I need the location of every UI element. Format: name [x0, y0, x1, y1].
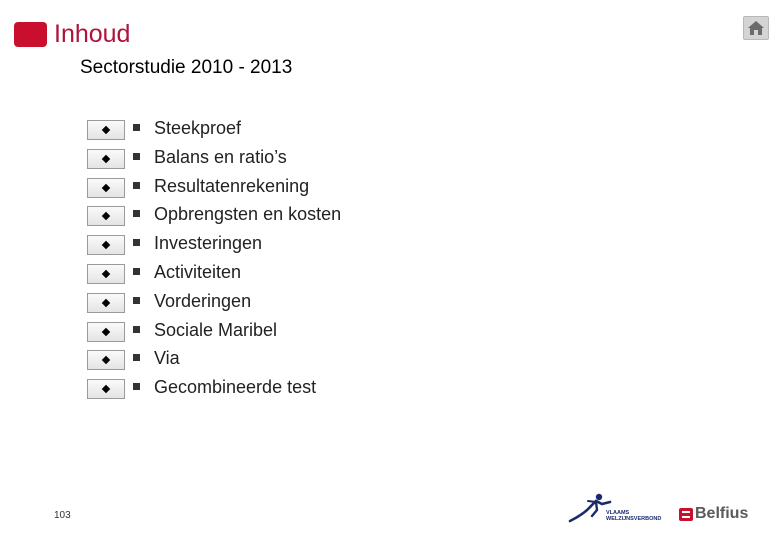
diamond-icon — [101, 154, 111, 164]
nav-button-investeringen[interactable] — [87, 235, 125, 256]
bullet-square-icon — [133, 124, 140, 131]
title-accent-block — [14, 22, 47, 47]
bullet-square-icon — [133, 383, 140, 391]
nav-button-balans[interactable] — [87, 148, 125, 169]
bullet-square-icon — [133, 296, 140, 304]
diamond-icon — [101, 269, 111, 279]
home-icon — [748, 21, 764, 35]
list-item-label[interactable]: Balans en ratio’s — [154, 146, 287, 167]
section-subtitle: Sectorstudie 2010 - 2013 — [80, 57, 293, 78]
list-item-label[interactable]: Gecombineerde test — [154, 377, 317, 398]
diamond-icon — [101, 327, 111, 336]
list-item-label[interactable]: Resultatenrekening — [154, 175, 310, 196]
bullet-square-icon — [133, 267, 140, 275]
page-title: Inhoud — [54, 20, 131, 48]
diamond-icon — [101, 125, 111, 135]
diamond-icon — [101, 356, 111, 365]
logo-vv-line2: WELZIJNSVERBOND — [606, 516, 661, 522]
diamond-icon — [101, 298, 111, 308]
nav-button-via[interactable] — [87, 350, 125, 371]
diamond-icon — [101, 212, 111, 221]
list-item-label[interactable]: Activiteiten — [154, 261, 242, 282]
logo-vv-line1: VLAAMS — [606, 510, 630, 516]
diamond-icon — [101, 384, 111, 394]
nav-button-sociale-maribel[interactable] — [87, 321, 125, 342]
list-item-label[interactable]: Investeringen — [154, 233, 263, 254]
vlaams-welzijnsverbond-logo: VLAAMS WELZIJNSVERBOND — [568, 493, 661, 523]
nav-button-activiteiten[interactable] — [87, 263, 125, 284]
nav-button-steekproef[interactable] — [87, 120, 125, 140]
bullet-square-icon — [133, 181, 140, 189]
bullet-square-icon — [133, 152, 140, 160]
bullet-square-icon — [133, 210, 140, 218]
diamond-icon — [101, 240, 111, 250]
nav-button-resultatenrekening[interactable] — [87, 177, 125, 198]
bullet-square-icon — [133, 354, 140, 362]
home-button[interactable] — [743, 16, 769, 40]
belfius-mark-icon — [679, 507, 693, 521]
list-item-label[interactable]: Via — [154, 348, 180, 369]
nav-button-opbrengsten[interactable] — [87, 206, 125, 227]
diamond-icon — [101, 183, 111, 192]
page-number: 103 — [54, 510, 71, 521]
bullet-square-icon — [133, 239, 140, 247]
nav-button-gecombineerde-test[interactable] — [87, 379, 125, 400]
list-item-label[interactable]: Opbrengsten en kosten — [154, 204, 342, 225]
bullet-square-icon — [133, 325, 140, 333]
nav-button-vorderingen[interactable] — [87, 292, 125, 313]
list-item-label[interactable]: Sociale Maribel — [154, 319, 278, 340]
list-item-label[interactable]: Vorderingen — [154, 290, 252, 311]
belfius-logo: Belfius — [679, 505, 748, 523]
belfius-wordmark: Belfius — [695, 505, 749, 522]
list-item-label[interactable]: Steekproef — [154, 118, 242, 138]
